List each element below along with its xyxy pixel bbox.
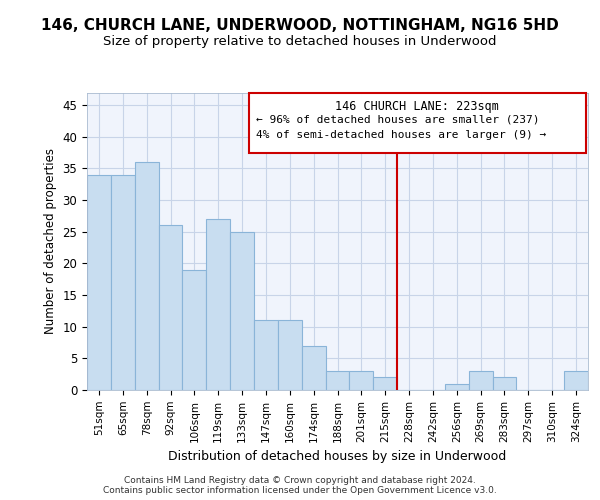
- X-axis label: Distribution of detached houses by size in Underwood: Distribution of detached houses by size …: [169, 450, 506, 463]
- Bar: [206, 219, 230, 390]
- FancyBboxPatch shape: [249, 92, 586, 152]
- Text: ← 96% of detached houses are smaller (237): ← 96% of detached houses are smaller (23…: [256, 114, 540, 124]
- Bar: [182, 270, 206, 390]
- Bar: [254, 320, 278, 390]
- Bar: [111, 175, 135, 390]
- Text: 146, CHURCH LANE, UNDERWOOD, NOTTINGHAM, NG16 5HD: 146, CHURCH LANE, UNDERWOOD, NOTTINGHAM,…: [41, 18, 559, 32]
- Bar: [373, 378, 397, 390]
- Bar: [135, 162, 158, 390]
- Bar: [445, 384, 469, 390]
- Bar: [87, 175, 111, 390]
- Bar: [564, 371, 588, 390]
- Bar: [278, 320, 302, 390]
- Text: Size of property relative to detached houses in Underwood: Size of property relative to detached ho…: [103, 35, 497, 48]
- Text: 146 CHURCH LANE: 223sqm: 146 CHURCH LANE: 223sqm: [335, 100, 499, 113]
- Y-axis label: Number of detached properties: Number of detached properties: [44, 148, 57, 334]
- Bar: [469, 371, 493, 390]
- Bar: [493, 378, 517, 390]
- Text: 4% of semi-detached houses are larger (9) →: 4% of semi-detached houses are larger (9…: [256, 130, 547, 140]
- Bar: [302, 346, 326, 390]
- Bar: [230, 232, 254, 390]
- Bar: [349, 371, 373, 390]
- Text: Contains public sector information licensed under the Open Government Licence v3: Contains public sector information licen…: [103, 486, 497, 495]
- Bar: [158, 226, 182, 390]
- Text: Contains HM Land Registry data © Crown copyright and database right 2024.: Contains HM Land Registry data © Crown c…: [124, 476, 476, 485]
- Bar: [326, 371, 349, 390]
